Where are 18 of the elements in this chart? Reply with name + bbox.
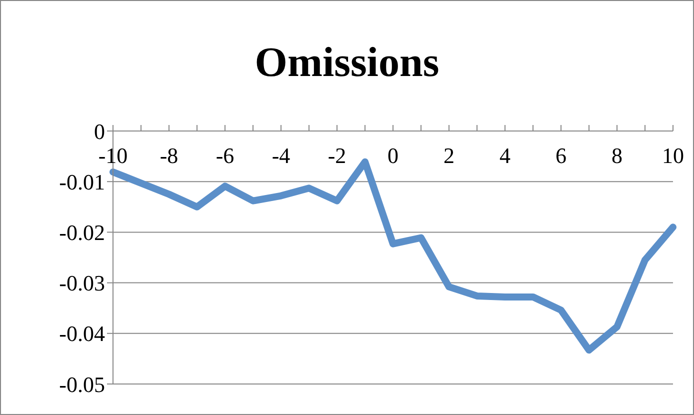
x-tick-label: -4 bbox=[272, 143, 290, 168]
x-tick-label: -2 bbox=[328, 143, 346, 168]
y-tick-label: -0.03 bbox=[59, 270, 105, 296]
x-tick-label: 0 bbox=[388, 143, 398, 168]
x-tick-label: 8 bbox=[612, 143, 622, 168]
y-tick-label: -0.04 bbox=[59, 321, 105, 346]
y-tick-label: -0.05 bbox=[59, 372, 105, 397]
x-tick-label: 6 bbox=[556, 143, 566, 168]
x-tick-label: -8 bbox=[160, 143, 178, 168]
y-tick-label: -0.02 bbox=[59, 220, 105, 246]
x-tick-label: 2 bbox=[444, 143, 454, 168]
y-tick-label: 0 bbox=[94, 118, 105, 144]
x-tick-label: 4 bbox=[500, 143, 510, 168]
x-tick-label: -10 bbox=[98, 143, 128, 168]
x-tick-label: -6 bbox=[216, 143, 234, 168]
x-tick-label: 10 bbox=[662, 143, 684, 168]
chart-title: Omissions bbox=[254, 39, 440, 88]
y-tick-label: -0.01 bbox=[59, 169, 105, 194]
